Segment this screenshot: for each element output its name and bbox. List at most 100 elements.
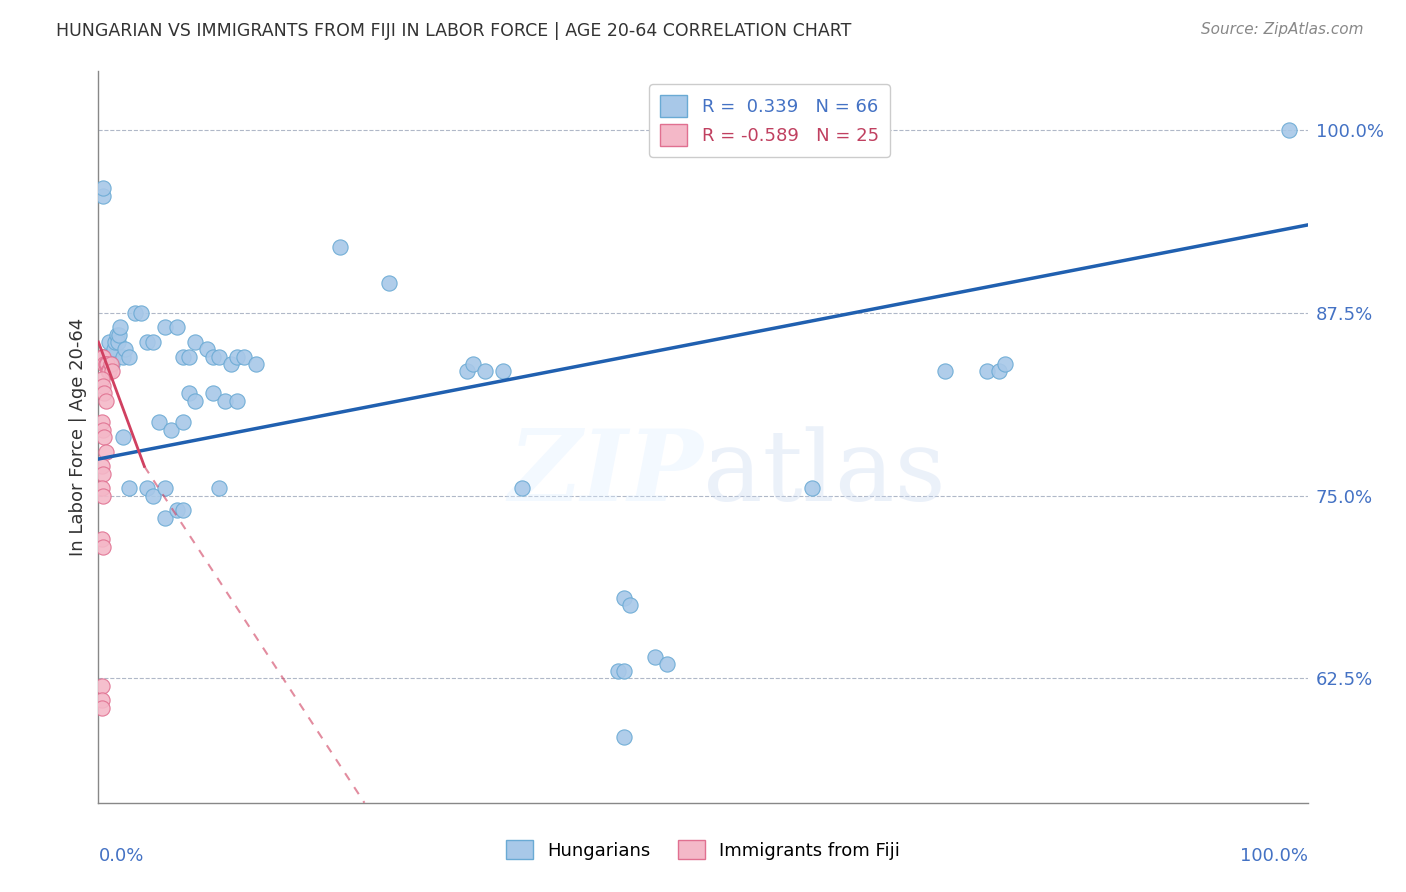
Point (97, 364, 120, 378)
Point (160, 423, 183, 437)
Point (91, 416, 114, 430)
Point (976, 364, 998, 378)
Point (93, 350, 115, 364)
Text: 0.0%: 0.0% (98, 847, 143, 864)
Point (202, 350, 225, 364)
Point (111, 430, 134, 444)
Point (510, 481, 533, 495)
Point (96, 350, 118, 364)
Point (607, 664, 630, 678)
Point (91, 350, 114, 364)
Point (195, 343, 218, 357)
Legend: Hungarians, Immigrants from Fiji: Hungarians, Immigrants from Fiji (499, 833, 907, 867)
Point (184, 393, 207, 408)
Point (644, 649, 666, 664)
Point (111, 350, 134, 364)
Point (118, 481, 141, 495)
Point (114, 343, 136, 357)
Point (91, 481, 114, 495)
Point (474, 364, 496, 378)
Point (100, 364, 122, 378)
Point (105, 327, 128, 342)
Point (100, 357, 122, 371)
Point (129, 306, 152, 320)
Point (100, 350, 122, 364)
Point (91, 533, 114, 547)
Point (108, 327, 131, 342)
Text: HUNGARIAN VS IMMIGRANTS FROM FIJI IN LABOR FORCE | AGE 20-64 CORRELATION CHART: HUNGARIAN VS IMMIGRANTS FROM FIJI IN LAB… (56, 22, 852, 40)
Point (613, 664, 636, 678)
Point (101, 350, 124, 364)
Point (226, 350, 249, 364)
Point (619, 599, 641, 613)
Point (142, 334, 165, 349)
Point (93, 386, 115, 401)
Point (172, 350, 194, 364)
Point (208, 481, 231, 495)
Point (118, 350, 141, 364)
Point (208, 350, 231, 364)
Point (124, 306, 146, 320)
Text: ZIP: ZIP (508, 425, 703, 522)
Point (934, 364, 956, 378)
Point (98, 334, 121, 349)
Point (179, 350, 201, 364)
Point (94, 357, 117, 371)
Point (91, 371, 114, 385)
Y-axis label: In Labor Force | Age 20-64: In Labor Force | Age 20-64 (69, 318, 87, 557)
Point (91, 489, 114, 503)
Point (142, 489, 165, 503)
Point (221, 357, 243, 371)
Point (91, 350, 114, 364)
Text: atlas: atlas (703, 425, 946, 522)
Point (184, 334, 207, 349)
Point (94, 357, 117, 371)
Point (135, 334, 157, 349)
Point (994, 357, 1017, 371)
Point (153, 481, 176, 495)
Point (202, 386, 225, 401)
Point (91, 693, 114, 707)
Point (91, 467, 114, 481)
Point (107, 334, 129, 349)
Point (93, 430, 115, 444)
Text: 100.0%: 100.0% (1240, 847, 1308, 864)
Point (172, 416, 194, 430)
Point (214, 393, 236, 408)
Point (463, 357, 485, 371)
Point (103, 343, 125, 357)
Point (613, 591, 636, 605)
Point (148, 416, 170, 430)
Point (108, 320, 131, 334)
Point (91, 423, 114, 437)
Point (172, 503, 194, 517)
Point (179, 386, 201, 401)
Point (492, 364, 515, 378)
Point (91, 188, 114, 202)
Point (232, 350, 254, 364)
Point (329, 240, 352, 254)
Point (166, 503, 188, 517)
Point (96, 357, 118, 371)
Point (153, 320, 176, 334)
Point (93, 357, 115, 371)
Point (104, 334, 127, 349)
Point (800, 481, 823, 495)
Point (97, 357, 120, 371)
Point (245, 357, 267, 371)
Point (166, 320, 188, 334)
Point (91, 679, 114, 693)
Point (377, 277, 399, 291)
Point (91, 459, 114, 474)
Point (98, 364, 121, 378)
Point (100, 357, 122, 371)
Point (94, 444, 117, 458)
Point (135, 481, 157, 495)
Point (94, 393, 117, 408)
Point (456, 364, 478, 378)
Point (988, 364, 1011, 378)
Point (1278, 123, 1301, 137)
Point (91, 379, 114, 393)
Point (153, 510, 176, 524)
Point (613, 730, 636, 744)
